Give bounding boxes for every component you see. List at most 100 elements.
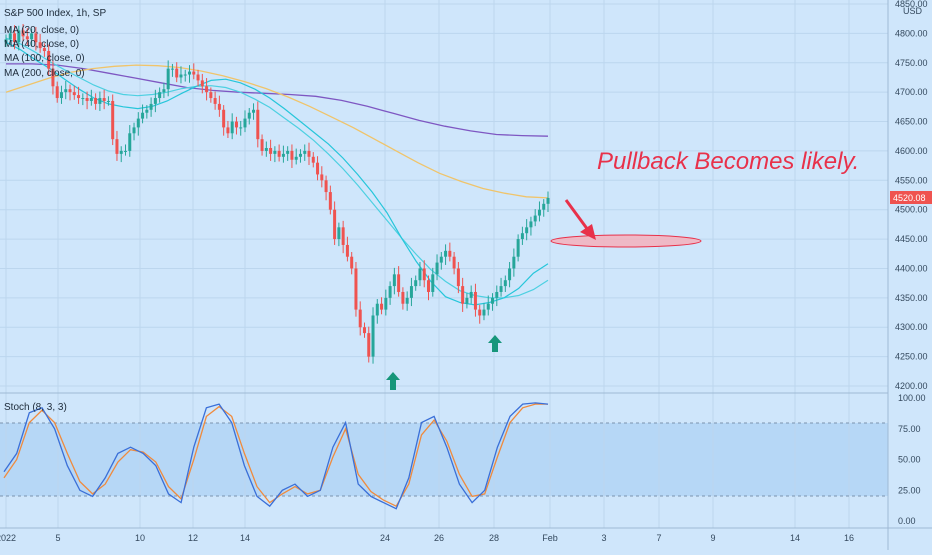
candle-up (64, 80, 68, 100)
candle-body (89, 98, 93, 101)
candle-down (478, 304, 482, 324)
candle-body (431, 274, 435, 292)
candle-body (422, 268, 426, 281)
candle-up (486, 295, 490, 316)
indicator-ma20[interactable]: MA (20, close, 0) (4, 25, 79, 36)
candle-up (414, 275, 418, 291)
candle-body (55, 86, 59, 99)
candle-body (516, 239, 520, 257)
candle-body (21, 30, 25, 37)
candle-body (111, 100, 115, 140)
candle-up (243, 110, 247, 133)
candle-up (533, 209, 537, 227)
candle-body (119, 150, 123, 154)
candle-down (72, 85, 76, 100)
candle-up (435, 254, 439, 281)
candle-body (375, 303, 379, 316)
candle-down (205, 78, 209, 101)
candle-body (175, 68, 179, 78)
indicator-ma200[interactable]: MA (200, close, 0) (4, 68, 85, 79)
candle-body (448, 250, 452, 257)
candle-body (132, 127, 136, 134)
candle-body (380, 303, 384, 310)
candle-down (427, 275, 431, 301)
candle-down (333, 201, 337, 245)
candle-up (495, 285, 499, 307)
price-tick-label: 4200.00 (895, 381, 928, 391)
candle-up (230, 113, 234, 140)
candle-down (307, 142, 311, 166)
stoch-axis[interactable]: 100.00 75.00 50.00 25.00 0.00 (898, 393, 926, 526)
candle-body (341, 227, 345, 245)
candle-body (68, 89, 72, 93)
price-axis[interactable]: 4850.00 4800.00 4750.00 4700.00 4650.00 4600.… (895, 0, 928, 391)
price-tick-label: 4650.00 (895, 117, 928, 127)
candle-body (461, 286, 465, 304)
candle-down (358, 301, 362, 336)
candle-body (42, 48, 46, 52)
candle-down (256, 101, 260, 148)
candle-up (149, 97, 153, 117)
candle-body (4, 39, 8, 43)
candle-up (516, 234, 520, 262)
candle-up (298, 149, 302, 163)
candle-body (465, 297, 469, 304)
candle-body (256, 109, 260, 140)
candle-body (183, 74, 187, 76)
candle-up (371, 307, 375, 364)
candle-up (132, 122, 136, 141)
price-gridlines (0, 3, 888, 387)
candle-body (145, 109, 149, 113)
candle-body (72, 92, 76, 96)
indicator-ma100[interactable]: MA (100, close, 0) (4, 53, 85, 64)
candle-body (542, 203, 546, 210)
candle-body (123, 150, 127, 152)
candle-body (405, 297, 409, 304)
candle-down (448, 242, 452, 262)
candle-body (311, 156, 315, 163)
candle-down (328, 185, 332, 215)
candle-down (38, 33, 42, 53)
candle-body (25, 36, 29, 40)
candle-up (252, 103, 256, 120)
time-axis[interactable]: 2022 5 10 12 14 24 26 28 Feb 3 7 9 14 16 (0, 533, 854, 543)
candle-up (375, 299, 379, 324)
candle-body (17, 30, 21, 43)
candle-down (94, 93, 98, 110)
candle-body (141, 112, 145, 119)
candle-body (469, 291, 473, 298)
candle-body (226, 127, 230, 134)
candle-down (200, 73, 204, 94)
ma40-line (5, 37, 549, 299)
stoch-tick-label: 25.00 (898, 485, 921, 495)
candle-down (354, 261, 358, 317)
stoch-title[interactable]: Stoch (8, 3, 3) (4, 402, 67, 413)
candle-body (316, 162, 320, 175)
candle-body (345, 244, 349, 257)
candle-down (397, 266, 401, 297)
candle-up (392, 267, 396, 295)
candle-up (482, 303, 486, 321)
currency-label: USD (903, 6, 923, 16)
candle-up (512, 248, 516, 277)
price-tick-label: 4700.00 (895, 87, 928, 97)
candle-up (162, 82, 166, 99)
candle-up (508, 261, 512, 288)
candle-up (388, 281, 392, 305)
candle-body (452, 256, 456, 269)
candle-down (115, 130, 119, 161)
candle-body (51, 68, 55, 87)
buy-arrow-icon (488, 335, 502, 352)
candle-body (435, 262, 439, 275)
indicator-ma40[interactable]: MA (40, close, 0) (4, 39, 79, 50)
candle-body (213, 98, 217, 104)
candle-down (42, 43, 46, 57)
candle-body (512, 256, 516, 269)
candle-up (247, 108, 251, 125)
price-tick-label: 4850.00 (895, 0, 928, 9)
candle-body (13, 33, 17, 43)
candle-body (239, 127, 243, 129)
candle-body (170, 68, 174, 70)
